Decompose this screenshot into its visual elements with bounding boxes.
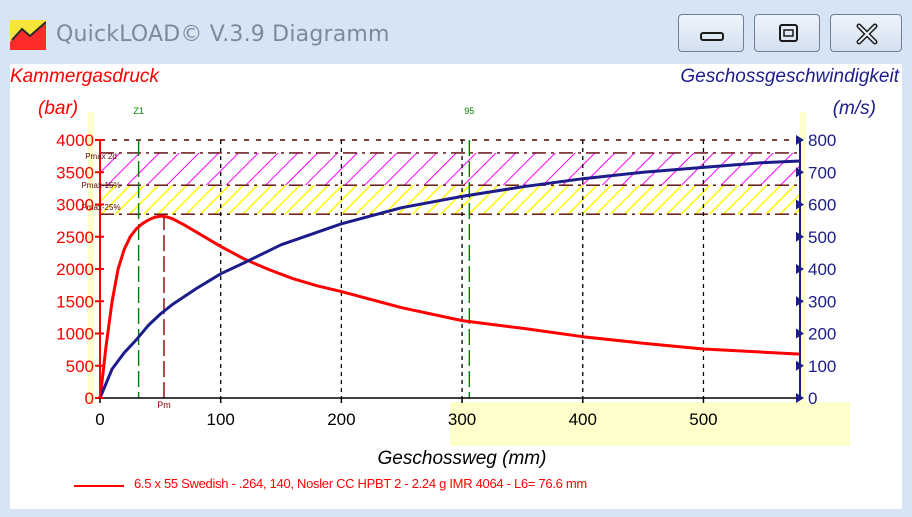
x-tick-label: 500 bbox=[689, 410, 717, 429]
right-tick bbox=[796, 199, 804, 210]
right-axis-unit: (m/s) bbox=[832, 98, 876, 119]
right-tick bbox=[796, 393, 804, 403]
minimize-button[interactable] bbox=[678, 14, 744, 52]
x-tick-label: 200 bbox=[327, 410, 355, 429]
left-tick-label: 1000 bbox=[56, 325, 94, 344]
left-tick-label: 3000 bbox=[56, 196, 94, 215]
right-tick-label: 400 bbox=[808, 260, 836, 279]
close-button[interactable] bbox=[830, 14, 902, 52]
right-tick-label: 0 bbox=[808, 389, 817, 408]
window-title: QuickLOAD© V.3.9 Diagramm bbox=[56, 22, 390, 47]
right-tick-label: 800 bbox=[808, 131, 836, 150]
legend-swatch bbox=[74, 485, 124, 487]
left-tick-label: 1500 bbox=[56, 292, 94, 311]
right-tick bbox=[796, 231, 804, 242]
right-tick bbox=[796, 328, 804, 339]
close-icon bbox=[856, 23, 878, 45]
band-label: Pmax-25% bbox=[81, 203, 120, 212]
right-tick-label: 700 bbox=[808, 163, 836, 182]
band-label: Pmax-15% bbox=[81, 181, 120, 190]
right-tick bbox=[796, 135, 804, 145]
right-tick bbox=[796, 264, 804, 274]
right-tick-label: 500 bbox=[808, 228, 836, 247]
right-axis-label: Geschossgeschwindigkeit bbox=[680, 66, 899, 87]
title-bar[interactable]: QuickLOAD© V.3.9 Diagramm bbox=[0, 0, 912, 64]
velocity-curve bbox=[98, 159, 801, 399]
legend-entry: 6.5 x 55 Swedish - .264, 140, Nosler CC … bbox=[134, 476, 587, 491]
right-tick-label: 100 bbox=[808, 357, 836, 376]
chart-area: Kammergasdruck (bar) Geschossgeschwindig… bbox=[10, 64, 902, 509]
restore-icon bbox=[779, 24, 798, 42]
quickload-app-icon bbox=[10, 20, 46, 50]
left-axis-unit: (bar) bbox=[38, 98, 79, 119]
right-tick bbox=[796, 360, 804, 371]
x-tick-label: 400 bbox=[569, 410, 597, 429]
left-axis-label: Kammergasdruck bbox=[10, 66, 159, 87]
pressure-curve bbox=[98, 214, 801, 399]
minimize-icon bbox=[700, 32, 724, 41]
left-tick-label: 500 bbox=[66, 357, 94, 376]
band-label: Pmax 2d bbox=[85, 152, 117, 161]
x-axis-label: Geschossweg (mm) bbox=[378, 448, 547, 469]
left-tick-label: 2500 bbox=[56, 228, 94, 247]
x-tick-label: 100 bbox=[207, 410, 235, 429]
right-tick bbox=[796, 167, 804, 178]
left-tick-label: 3500 bbox=[56, 163, 94, 182]
right-tick-label: 200 bbox=[808, 325, 836, 344]
left-tick-label: 0 bbox=[85, 389, 94, 408]
x-tick-label: 300 bbox=[448, 410, 476, 429]
right-tick-label: 600 bbox=[808, 196, 836, 215]
restore-button[interactable] bbox=[754, 14, 820, 52]
right-tick bbox=[796, 296, 804, 307]
left-tick-label: 4000 bbox=[56, 131, 94, 150]
marker-label-z1: Z1 bbox=[133, 106, 144, 116]
marker-label-pm: Pm bbox=[157, 400, 171, 410]
x-tick-label: 0 bbox=[95, 410, 104, 429]
marker-label-95: 95 bbox=[464, 106, 474, 116]
right-tick-label: 300 bbox=[808, 292, 836, 311]
left-tick-label: 2000 bbox=[56, 260, 94, 279]
